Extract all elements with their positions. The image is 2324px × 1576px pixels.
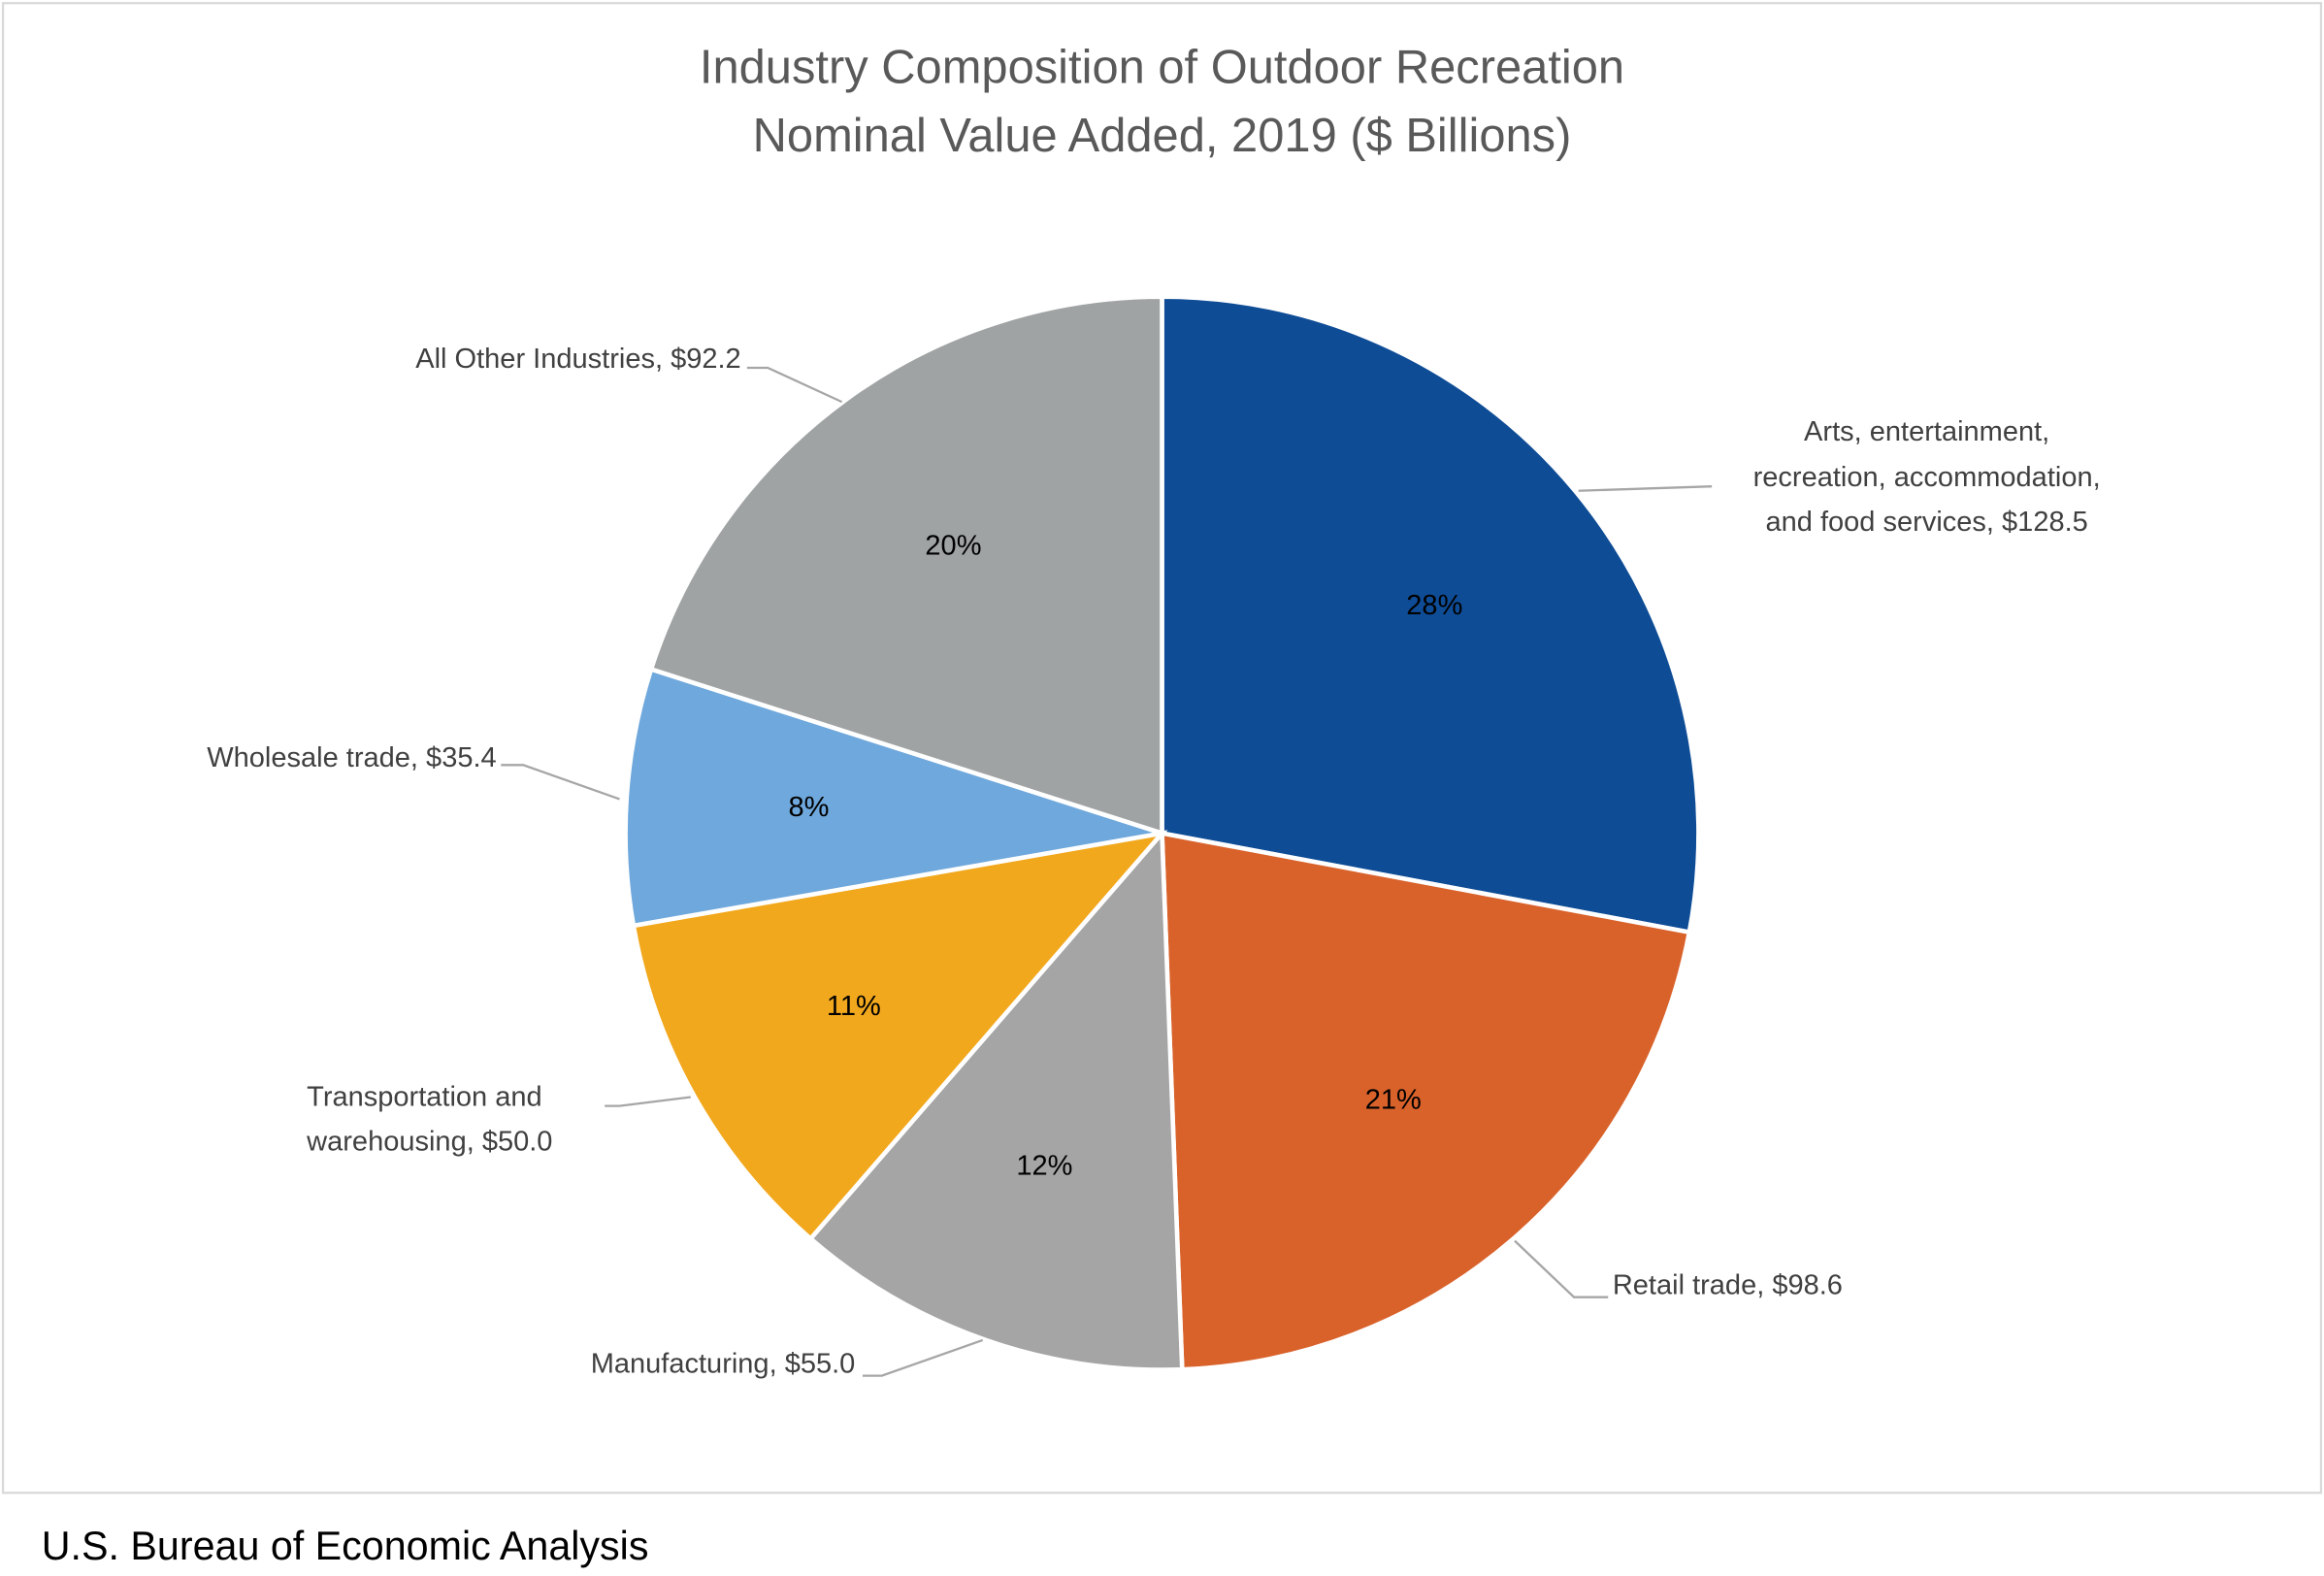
pie-slice [648,294,1164,837]
pie-slice [807,827,1185,1372]
pie-slices: 28% 21% 12% 11% 8% 20% [623,294,1701,1372]
category-label: Retail trade, $98.6 [1613,1270,1843,1301]
pie-slice [1160,830,1692,1372]
leader-line [1578,485,1713,492]
category-label: Arts, entertainment, [1804,416,2049,447]
slice-labels: Arts, entertainment, recreation, accommod… [207,344,2100,1380]
leader-line [746,366,843,404]
pie-slice [631,830,1168,1242]
category-label: All Other Industries, $92.2 [415,344,740,375]
percent-label: 8% [788,792,829,823]
leader-line [862,1338,984,1377]
category-label: warehousing, $50.0 [306,1126,552,1157]
category-label: Wholesale trade, $35.4 [207,742,496,773]
pie-slice [1160,294,1701,936]
pie-slice [623,666,1163,929]
percent-label: 20% [925,530,981,561]
leader-line [501,764,620,801]
chart-title-line-2: Nominal Value Added, 2019 ($ Billions) [753,110,1572,162]
percent-label: 21% [1365,1085,1422,1116]
category-label: Manufacturing, $55.0 [591,1349,856,1380]
category-label: recreation, accommodation, [1753,462,2101,493]
percent-label: 28% [1406,590,1462,621]
percent-label: 11% [827,991,881,1022]
category-label: Transportation and [307,1082,541,1113]
chart-title-line-1: Industry Composition of Outdoor Recreati… [700,42,1624,94]
percent-label: 12% [1016,1151,1072,1182]
source-footer: U.S. Bureau of Economic Analysis [42,1524,649,1568]
leader-line [1514,1239,1609,1298]
category-label: and food services, $128.5 [1766,507,2088,538]
leader-line [605,1096,691,1107]
